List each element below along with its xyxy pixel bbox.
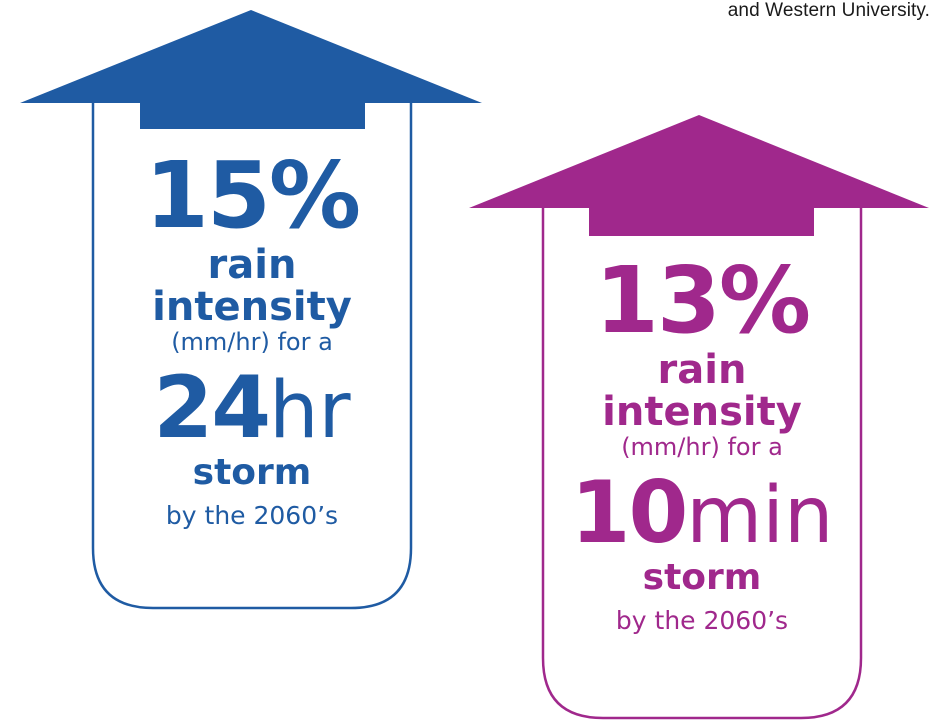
duration-number: 24 [153,357,271,458]
duration: 10min [543,470,861,556]
intensity-label: intensity [602,389,802,435]
percent-value: 13% [594,247,811,354]
storm-label: storm [192,451,312,493]
duration-unit: hr [269,365,351,456]
rain-label: rain [207,242,297,288]
by-year-label: by the 2060’s [615,606,789,636]
purple-arrow-outline [541,206,863,720]
intensity-label: intensity [152,284,352,330]
storm-label: storm [642,556,762,598]
blue-arrow-head [20,10,482,103]
panel-10min: 13% rain intensity (mm/hr) for a 10min s… [543,255,861,638]
unit-label: (mm/hr) for a [621,433,783,461]
by-year-label: by the 2060’s [165,501,339,531]
duration-number: 10 [570,462,689,563]
duration: 24hr [93,365,411,451]
purple-arrow-head [469,115,929,208]
panel-24hr: 15% rain intensity (mm/hr) for a 24hr st… [93,150,411,533]
blue-arrow-stem [140,101,365,129]
rain-label: rain [657,347,747,393]
caption-text: and Western University. [727,0,930,21]
unit-label: (mm/hr) for a [171,328,333,356]
purple-arrow-stem [589,206,814,236]
percent-value: 15% [144,142,361,249]
duration-unit: min [686,470,834,561]
blue-arrow-outline [91,101,413,610]
